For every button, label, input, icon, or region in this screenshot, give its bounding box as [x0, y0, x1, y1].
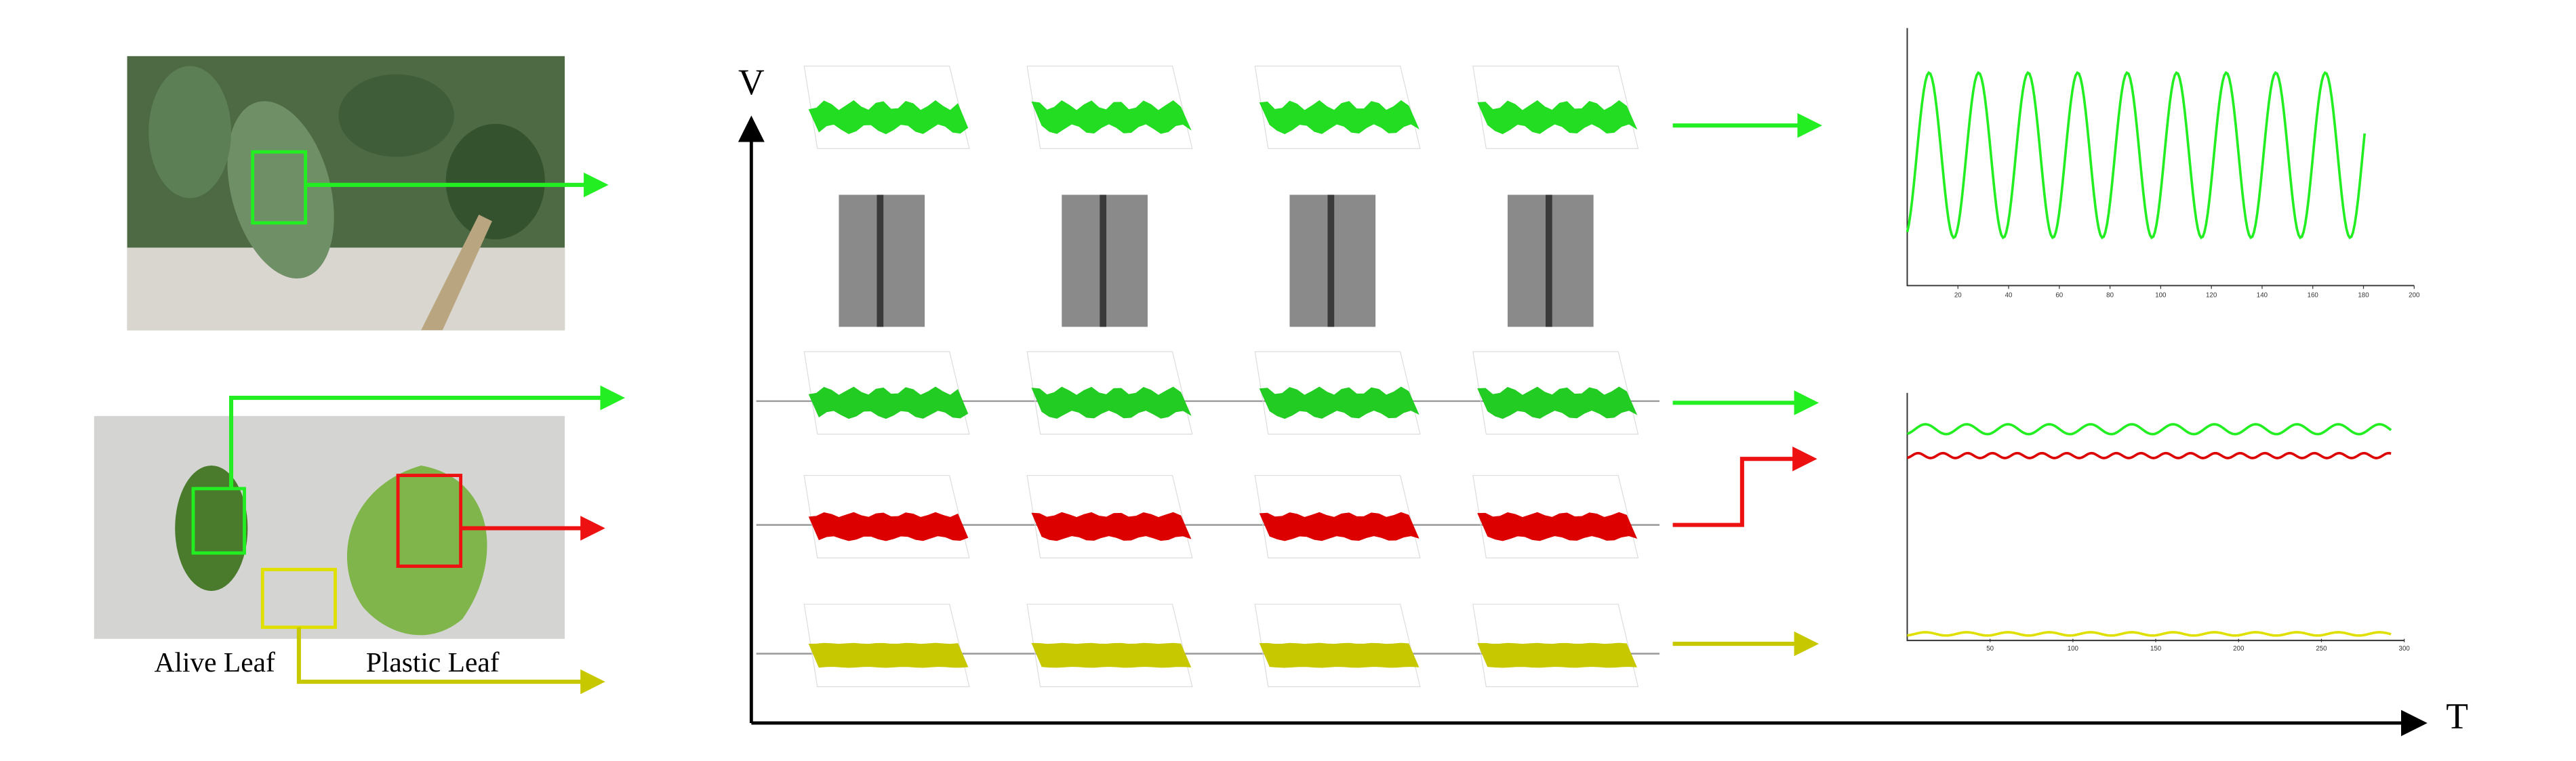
surface-box — [803, 474, 970, 558]
depth-vein — [1327, 194, 1335, 327]
surface-box — [803, 603, 970, 687]
tick-label: 140 — [2257, 292, 2268, 300]
surface-box — [1472, 351, 1639, 435]
tick-label: 80 — [2106, 292, 2114, 300]
surface-box — [1026, 474, 1193, 558]
tick-label: 200 — [2233, 645, 2245, 653]
tick-label: 100 — [2155, 292, 2167, 300]
surface — [808, 642, 969, 668]
tree-photo — [127, 56, 609, 331]
surface-box — [1254, 351, 1421, 435]
surface — [1259, 386, 1420, 419]
surface-box — [803, 351, 970, 435]
surface — [1477, 100, 1638, 134]
surface — [1031, 512, 1192, 541]
arrow — [1672, 446, 1817, 527]
plot-axes — [1906, 392, 2404, 642]
plot-axes — [1906, 28, 2415, 287]
surface — [808, 100, 969, 134]
surface — [1031, 386, 1192, 419]
depth-vein — [1546, 194, 1552, 327]
surface-box — [1254, 603, 1421, 687]
surface-box — [803, 65, 970, 149]
surface — [1259, 512, 1420, 541]
tick-label: 120 — [2206, 292, 2217, 300]
surface — [1031, 642, 1192, 668]
tick-label: 160 — [2308, 292, 2319, 300]
tick-label: 50 — [1986, 645, 1994, 653]
surface-box — [1026, 603, 1193, 687]
depth-vein — [877, 194, 884, 327]
signal-curve — [1906, 423, 2392, 436]
surface-box — [1254, 65, 1421, 149]
surface — [808, 386, 969, 419]
leaf-photo — [94, 385, 625, 695]
surface — [1259, 100, 1420, 134]
tick-label: 40 — [2005, 292, 2013, 300]
tick-label: 60 — [2055, 292, 2063, 300]
surface-box — [1472, 474, 1639, 558]
tick-label: 180 — [2358, 292, 2369, 300]
leaf-label: Plastic Leaf — [366, 646, 500, 678]
surface-box — [1472, 65, 1639, 149]
tick-label: 20 — [1954, 292, 1962, 300]
surface-box — [1254, 474, 1421, 558]
signal-curve — [1907, 631, 2392, 637]
tick-label: 300 — [2399, 645, 2411, 653]
surface — [1477, 642, 1637, 668]
surface-box — [1472, 603, 1639, 687]
signal-curve — [1906, 451, 2392, 459]
generated: 20 40 60 80 100 120 140 160 180 200 50 100 150 200 250… — [803, 65, 2420, 687]
tick-label: 150 — [2150, 645, 2162, 653]
axis-label: V — [738, 62, 765, 102]
tick-label: 100 — [2068, 645, 2079, 653]
tick-label: 250 — [2316, 645, 2327, 653]
leaf-label: Alive Leaf — [155, 646, 275, 678]
surface — [1477, 386, 1638, 419]
surface — [1477, 512, 1638, 541]
surface — [1031, 100, 1192, 134]
axis-label: T — [2446, 695, 2468, 736]
depth-vein — [1100, 194, 1107, 327]
surface-box — [1026, 351, 1193, 435]
surface — [1259, 642, 1420, 668]
signal-curve — [1906, 70, 2367, 240]
tick-label: 200 — [2409, 292, 2420, 300]
surface-box — [1026, 65, 1193, 149]
surface — [808, 512, 969, 541]
